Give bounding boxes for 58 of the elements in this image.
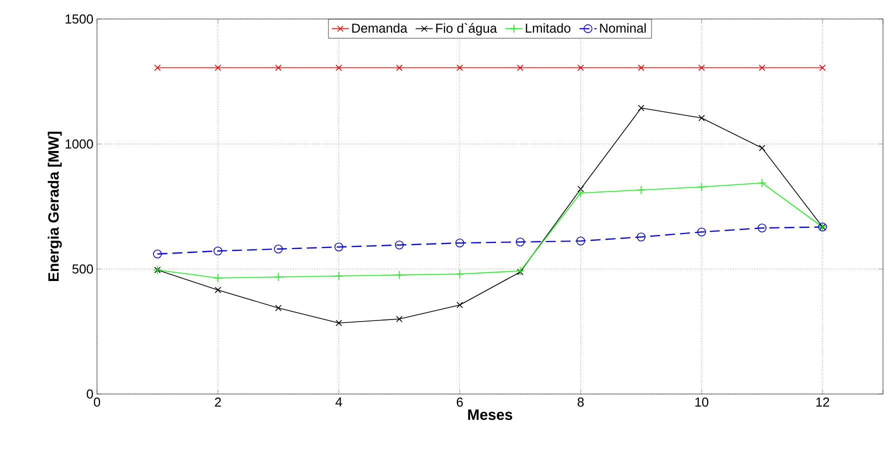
point [456, 64, 463, 71]
legend-label: Fio d`água [436, 23, 498, 36]
y-tick-label: 1500 [66, 14, 93, 24]
y-tick-label: 500 [72, 264, 93, 274]
point [758, 64, 766, 71]
point [396, 64, 403, 71]
point [697, 182, 706, 192]
point [214, 286, 222, 294]
point [698, 64, 705, 71]
point [576, 236, 586, 246]
point [396, 316, 403, 322]
x-tick-label: 4 [336, 398, 342, 406]
point [758, 178, 766, 188]
point [516, 238, 525, 246]
x-tick-label: 8 [578, 398, 584, 407]
x-axis-title: Meses [468, 410, 512, 420]
point [758, 144, 766, 152]
point [394, 270, 404, 280]
x-tick-label: 2 [214, 398, 221, 407]
point [638, 104, 644, 112]
point [154, 64, 161, 71]
point [758, 224, 766, 232]
point [153, 250, 162, 258]
point [214, 64, 222, 71]
point [638, 64, 644, 71]
point [819, 64, 826, 71]
point [214, 246, 222, 256]
y-tick-label: 1000 [66, 139, 93, 149]
x-tick-label: 12 [816, 398, 830, 407]
point [274, 272, 283, 282]
point [336, 64, 342, 71]
point [577, 64, 584, 71]
point [517, 64, 524, 71]
y-axis-title: Energia Gerada [MW] [48, 132, 62, 282]
point [334, 242, 344, 252]
legend-label: Nominal [600, 23, 646, 33]
point [334, 272, 344, 280]
point [455, 270, 464, 278]
point [697, 228, 706, 236]
point [275, 304, 282, 312]
legend-label: Lmitado [526, 23, 570, 33]
point [214, 274, 222, 282]
x-tick-label: 0 [94, 398, 100, 407]
point [636, 232, 646, 242]
point [274, 244, 283, 254]
point [577, 186, 584, 192]
point [636, 186, 646, 194]
y-tick-label: 0 [86, 389, 93, 399]
point [336, 320, 342, 326]
legend-label: Demanda [352, 23, 408, 33]
point [394, 240, 404, 250]
x-tick-label: 10 [695, 398, 708, 407]
point [275, 64, 282, 71]
point [576, 188, 586, 198]
point [455, 238, 464, 248]
point [698, 114, 705, 122]
point [456, 302, 463, 308]
x-tick-label: 6 [456, 398, 463, 407]
